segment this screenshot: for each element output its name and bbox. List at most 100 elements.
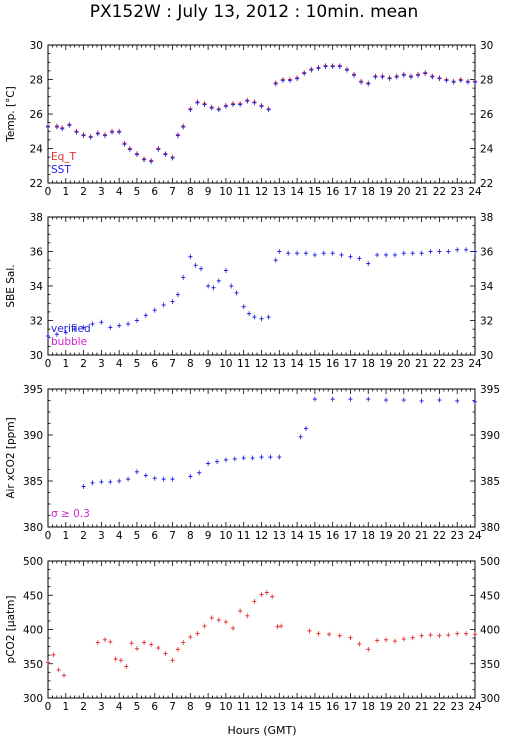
y-tick-label: 30 — [30, 40, 43, 52]
y-tick-label: 34 — [480, 281, 494, 293]
y-tick-label: 380 — [480, 522, 500, 534]
x-tick-label: 16 — [326, 701, 340, 713]
data-point — [223, 457, 228, 463]
data-point — [72, 326, 77, 332]
data-point — [117, 129, 122, 135]
data-point — [366, 261, 371, 267]
data-point — [134, 152, 139, 158]
data-point — [321, 250, 326, 256]
y-tick-label: 350 — [480, 659, 500, 671]
y-tick-label: 400 — [480, 625, 500, 637]
x-tick-label: 11 — [237, 530, 250, 542]
y-tick-label: 395 — [480, 384, 500, 396]
x-tick-label: 15 — [308, 701, 321, 713]
data-point — [273, 257, 278, 263]
data-point — [252, 598, 257, 604]
data-point — [238, 608, 243, 614]
data-point — [303, 250, 308, 256]
x-tick-label: 6 — [151, 701, 158, 713]
x-tick-label: 0 — [45, 530, 52, 542]
data-point — [366, 396, 371, 402]
x-tick-label: 18 — [362, 358, 375, 370]
x-tick-label: 12 — [255, 701, 268, 713]
data-point — [275, 624, 280, 630]
data-point — [152, 475, 157, 481]
data-point — [124, 663, 129, 669]
x-tick-label: 3 — [98, 358, 105, 370]
data-point — [142, 157, 147, 163]
data-point — [465, 79, 470, 85]
x-tick-label: 18 — [362, 530, 375, 542]
x-tick-label: 1 — [62, 530, 69, 542]
data-point — [473, 631, 477, 637]
x-tick-label: 23 — [451, 701, 464, 713]
data-point — [437, 633, 442, 639]
data-point — [473, 399, 477, 405]
data-point — [215, 459, 220, 465]
data-point — [323, 64, 328, 70]
data-point — [231, 102, 236, 108]
legend-entry: verified — [51, 323, 91, 335]
data-point — [392, 638, 397, 644]
data-point — [161, 302, 166, 308]
data-point — [223, 267, 228, 273]
x-tick-label: 12 — [255, 186, 268, 198]
data-point — [394, 74, 399, 80]
data-point — [202, 102, 207, 108]
data-point — [118, 657, 123, 663]
x-tick-label: 6 — [151, 530, 158, 542]
y-tick-label: 400 — [23, 625, 43, 637]
data-point — [423, 70, 428, 76]
data-point — [234, 290, 239, 296]
data-point — [113, 656, 118, 662]
data-point — [156, 645, 161, 651]
data-point — [181, 640, 186, 646]
x-tick-label: 5 — [134, 186, 141, 198]
data-point — [245, 98, 250, 104]
x-tick-label: 4 — [116, 358, 123, 370]
x-tick-label: 17 — [344, 186, 357, 198]
data-point — [152, 307, 157, 313]
legend-entry: σ ≥ 0.3 — [51, 508, 90, 520]
data-point — [444, 77, 449, 83]
data-point — [259, 592, 264, 598]
y-tick-label: 450 — [480, 590, 500, 602]
data-point — [458, 77, 463, 83]
data-point — [419, 398, 424, 404]
data-point — [46, 124, 50, 130]
data-point — [149, 642, 154, 648]
data-point — [348, 396, 353, 402]
y-tick-label: 28 — [480, 75, 493, 87]
data-point — [143, 312, 148, 318]
data-point — [143, 472, 148, 478]
x-tick-label: 11 — [237, 701, 250, 713]
data-point — [188, 254, 193, 260]
x-tick-label: 14 — [290, 701, 304, 713]
x-tick-label: 3 — [98, 186, 105, 198]
data-point — [142, 640, 147, 646]
panel-2: 0 1 2 3 4 5 6 7 8 9 10 11 12 13 14 15 16 17 18 19 20 21 22 23 24… — [5, 212, 494, 370]
data-point — [312, 252, 317, 258]
legend-entry: SST — [51, 164, 71, 176]
x-tick-label: 6 — [151, 358, 158, 370]
data-point — [437, 249, 442, 254]
panel-1: 0 1 2 3 4 5 6 7 8 9 10 11 12 13 14 15 16 17 18 19 20 21 22 23 24… — [5, 40, 494, 198]
data-point — [163, 152, 168, 158]
data-point — [473, 79, 477, 85]
x-tick-label: 9 — [205, 186, 212, 198]
data-point — [63, 330, 68, 336]
y-tick-label: 32 — [30, 316, 43, 328]
x-tick-label: 16 — [326, 530, 340, 542]
data-point — [126, 476, 131, 482]
data-point — [344, 67, 349, 73]
data-point — [259, 454, 264, 460]
data-point — [366, 646, 371, 652]
x-tick-label: 20 — [397, 358, 410, 370]
data-point — [161, 476, 166, 482]
x-tick-label: 2 — [80, 186, 87, 198]
y-tick-label: 395 — [23, 384, 43, 396]
data-point — [170, 155, 175, 161]
data-point — [375, 252, 380, 258]
x-tick-label: 2 — [80, 358, 87, 370]
data-point — [464, 247, 469, 253]
